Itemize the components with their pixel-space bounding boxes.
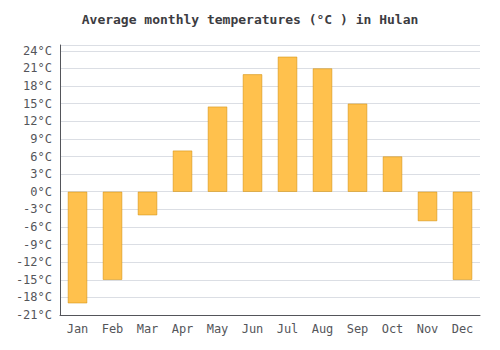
svg-text:-9°C: -9°C [23, 238, 52, 252]
svg-text:Nov: Nov [417, 322, 439, 336]
svg-text:3°C: 3°C [30, 167, 52, 181]
svg-text:Apr: Apr [172, 322, 194, 336]
svg-text:-18°C: -18°C [16, 290, 52, 304]
svg-text:May: May [207, 322, 229, 336]
svg-text:Mar: Mar [137, 322, 159, 336]
svg-text:18°C: 18°C [23, 79, 52, 93]
svg-text:Average monthly temperatures (: Average monthly temperatures (°C ) in Hu… [82, 12, 419, 27]
svg-text:6°C: 6°C [30, 150, 52, 164]
svg-text:Oct: Oct [382, 322, 404, 336]
svg-text:Sep: Sep [347, 322, 369, 336]
svg-text:-15°C: -15°C [16, 273, 52, 287]
svg-text:-21°C: -21°C [16, 308, 52, 322]
svg-text:Dec: Dec [452, 322, 474, 336]
svg-text:15°C: 15°C [23, 97, 52, 111]
svg-text:24°C: 24°C [23, 44, 52, 58]
svg-text:-3°C: -3°C [23, 202, 52, 216]
svg-text:-12°C: -12°C [16, 255, 52, 269]
svg-text:0°C: 0°C [30, 185, 52, 199]
svg-text:9°C: 9°C [30, 132, 52, 146]
svg-text:Aug: Aug [312, 322, 334, 336]
svg-text:Jul: Jul [277, 322, 299, 336]
svg-text:Jun: Jun [242, 322, 264, 336]
svg-text:12°C: 12°C [23, 114, 52, 128]
svg-text:-6°C: -6°C [23, 220, 52, 234]
svg-text:Jan: Jan [67, 322, 89, 336]
svg-text:Feb: Feb [102, 322, 124, 336]
svg-text:21°C: 21°C [23, 61, 52, 75]
